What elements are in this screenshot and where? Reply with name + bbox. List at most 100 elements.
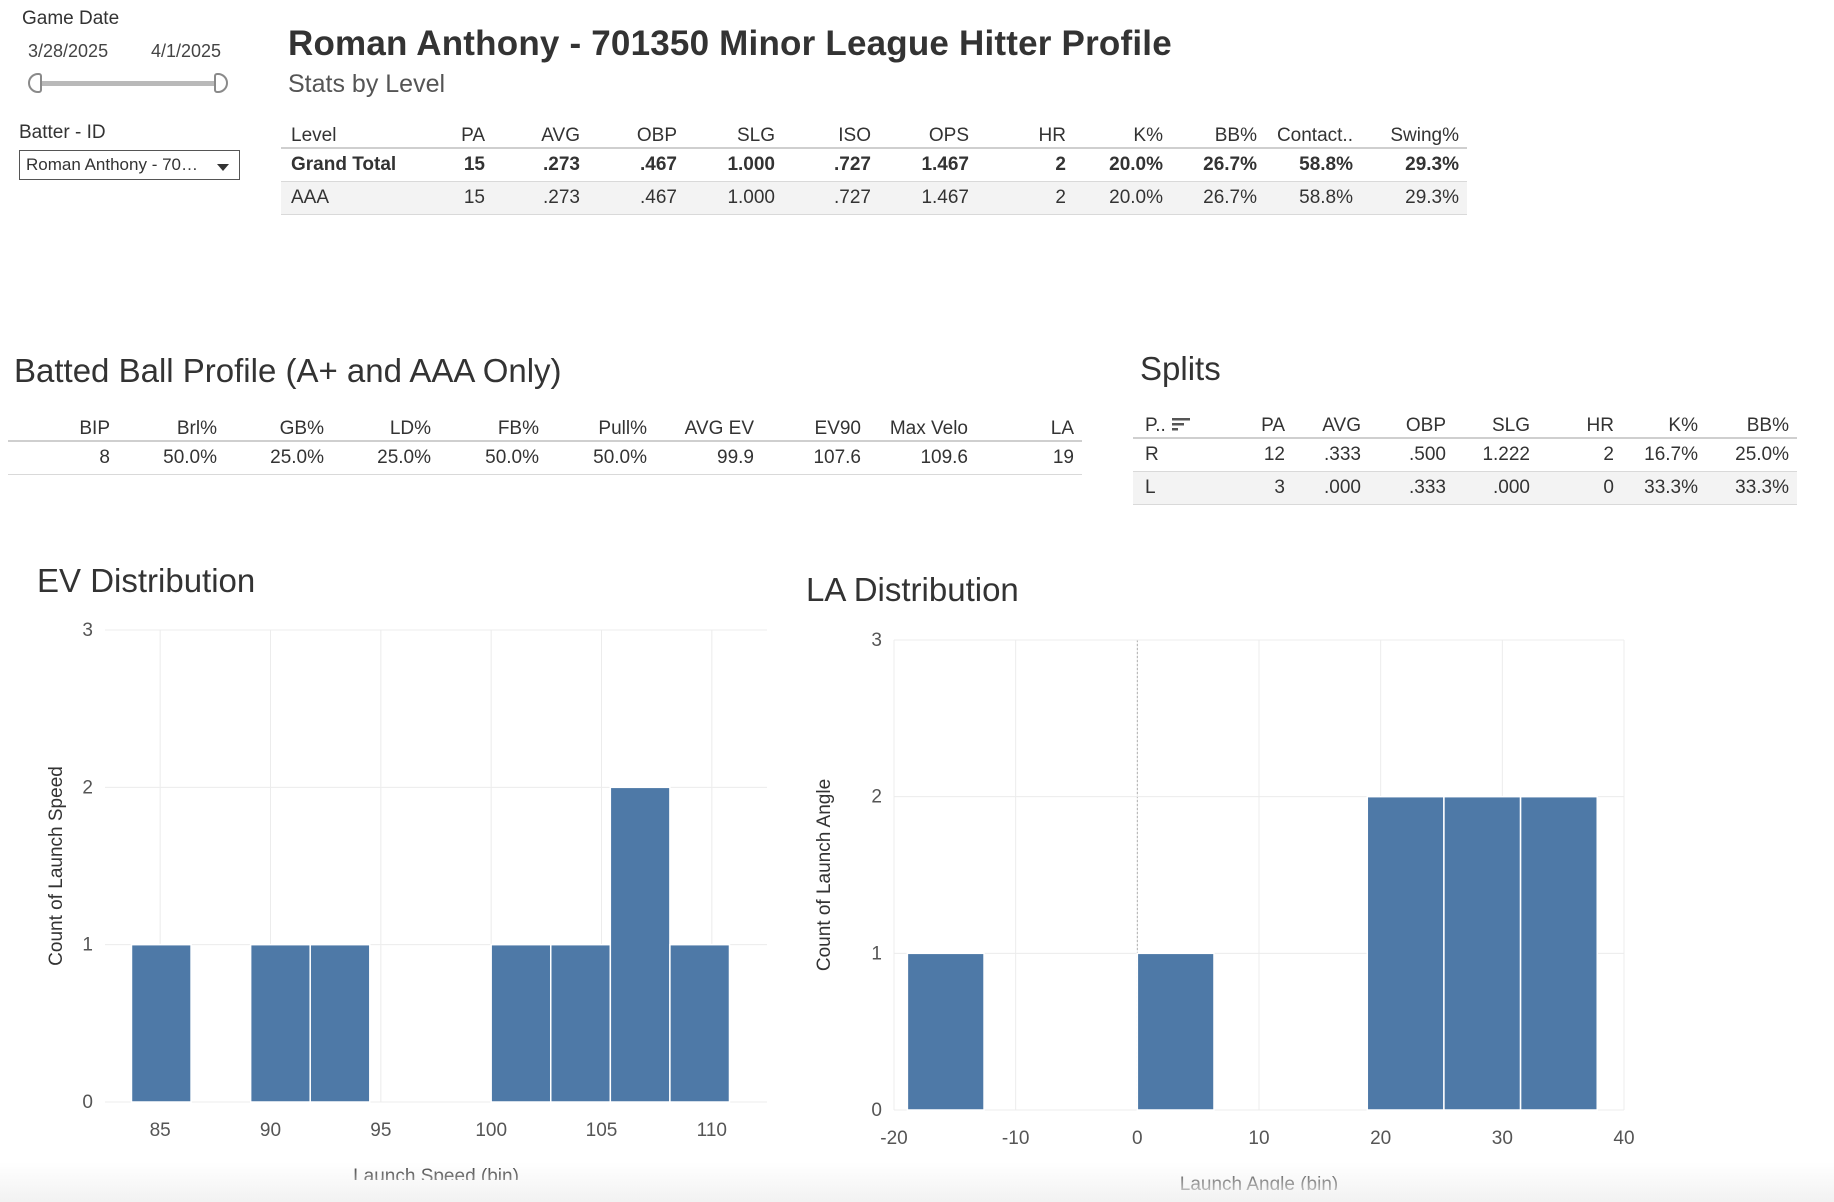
table-cell: 26.7% [1171,181,1265,215]
table-cell: .273 [493,181,588,215]
table-cell: 58.8% [1265,181,1361,215]
date-range-slider[interactable] [28,72,230,94]
y-tick-label: 3 [871,630,882,651]
column-header[interactable]: FB% [497,418,539,439]
column-header[interactable]: PA [1261,415,1285,436]
column-header[interactable]: ISO [838,125,871,146]
table-cell: 20.0% [1074,181,1171,215]
la-chart-title: LA Distribution [806,571,1019,608]
column-header[interactable]: K% [1133,125,1163,146]
x-tick-label: 0 [1132,1128,1143,1149]
column-header[interactable]: BB% [1214,125,1257,146]
slider-track[interactable] [34,81,224,86]
table-cell: 58.8% [1299,154,1353,175]
histogram-bar [906,952,985,1111]
table-cell: 0 [1538,471,1622,505]
column-header[interactable]: LA [1050,418,1074,439]
histogram-bar [130,943,192,1103]
column-header[interactable]: SLG [736,125,775,146]
table-cell: 15 [463,154,485,175]
column-header[interactable]: GB% [279,418,324,439]
table-cell: 29.3% [1405,154,1459,175]
histogram-bar [309,943,371,1103]
table-cell: 29.3% [1361,181,1467,215]
chevron-down-icon[interactable] [217,164,229,171]
batter-dropdown-value: Roman Anthony - 70… [26,155,198,174]
ev-chart-title: EV Distribution [37,562,256,599]
table-cell: 26.7% [1203,154,1257,175]
end-date-value[interactable]: 4/1/2025 [151,41,222,61]
histogram-bar [549,943,612,1103]
column-header[interactable]: LD% [389,418,431,439]
column-header[interactable]: OBP [1405,415,1446,436]
y-tick-label: 0 [871,1100,882,1121]
table-row[interactable]: 8 50.0% 25.0% 25.0% 50.0% 50.0% 99.9 107… [8,441,1082,475]
table-cell: .000 [1293,471,1369,505]
column-header[interactable]: SLG [1491,415,1530,436]
sort-descending-icon[interactable] [1171,415,1190,437]
column-header[interactable]: K% [1668,415,1698,436]
column-header[interactable]: Level [291,125,337,146]
table-cell: Grand Total [291,154,397,175]
table-cell: 1.222 [1482,444,1530,465]
table-cell: 25.0% [270,447,324,468]
table-cell: .333 [1369,471,1454,505]
game-date-filter-title: Game Date [22,8,120,29]
page-title: Roman Anthony - 701350 Minor League Hitt… [288,24,1172,63]
y-axis-label: Count of Launch Angle [814,779,835,971]
column-header[interactable]: Brl% [176,418,217,439]
table-cell: 19 [1052,447,1074,468]
batter-dropdown[interactable]: Roman Anthony - 70… [19,150,240,180]
slider-start-handle[interactable] [28,73,42,93]
column-header[interactable]: EV90 [814,418,861,439]
x-tick-label: 90 [260,1120,281,1141]
table-cell: 50.0% [593,447,647,468]
column-header-pitcher-hand[interactable]: P.. [1133,407,1223,438]
histogram-bar [490,943,552,1103]
ev-distribution-chart: 8590951001051100123Launch Speed (bin)Cou… [46,620,767,1180]
column-header[interactable]: Swing% [1390,125,1459,146]
table-cell: 2 [1603,444,1614,465]
column-header[interactable]: Pull% [598,418,647,439]
table-cell: 3 [1223,471,1293,505]
table-cell: 15 [433,181,493,215]
column-header[interactable]: OPS [928,125,969,146]
table-cell: 1.467 [879,181,977,215]
histogram-bar [609,786,671,1103]
table-header-row: P.. PA AVG OBP SLG HR K% BB% [1133,407,1797,438]
table-cell: .000 [1454,471,1538,505]
x-tick-label: 100 [475,1120,507,1141]
table-row[interactable]: Grand Total 15 .273 .467 1.000 .727 1.46… [281,148,1467,182]
y-axis-label: Count of Launch Speed [46,766,67,966]
y-tick-label: 0 [82,1092,93,1113]
table-row[interactable]: R 12 .333 .500 1.222 2 16.7% 25.0% [1133,438,1797,472]
column-header[interactable]: AVG EV [684,418,754,439]
column-header[interactable]: PA [461,125,485,146]
table-cell: 33.3% [1622,471,1706,505]
column-header[interactable]: HR [1586,415,1614,436]
table-cell: 25.0% [1735,444,1789,465]
column-header[interactable]: HR [1038,125,1066,146]
column-header[interactable]: BIP [79,418,110,439]
x-tick-label: 10 [1248,1128,1269,1149]
column-header[interactable]: Max Velo [889,418,968,439]
column-header[interactable]: AVG [1322,415,1361,436]
table-cell: 1.000 [685,181,783,215]
column-header[interactable]: OBP [636,125,677,146]
table-cell: .500 [1409,444,1446,465]
column-header[interactable]: AVG [541,125,580,146]
table-cell: 20.0% [1109,154,1163,175]
table-cell: 99.9 [717,447,754,468]
table-row[interactable]: AAA 15 .273 .467 1.000 .727 1.467 2 20.0… [281,181,1467,215]
column-header[interactable]: BB% [1746,415,1789,436]
column-header[interactable]: Contact.. [1276,125,1353,146]
slider-end-handle[interactable] [214,73,228,93]
stats-by-level-table: Level PA AVG OBP SLG ISO OPS HR K% BB% C… [281,117,1467,215]
y-tick-label: 1 [82,935,93,956]
x-tick-label: 30 [1492,1128,1513,1149]
table-cell: 12 [1263,444,1285,465]
table-cell: 25.0% [377,447,431,468]
table-cell: 50.0% [163,447,217,468]
start-date-value[interactable]: 3/28/2025 [28,41,109,61]
table-row[interactable]: L 3 .000 .333 .000 0 33.3% 33.3% [1133,471,1797,505]
